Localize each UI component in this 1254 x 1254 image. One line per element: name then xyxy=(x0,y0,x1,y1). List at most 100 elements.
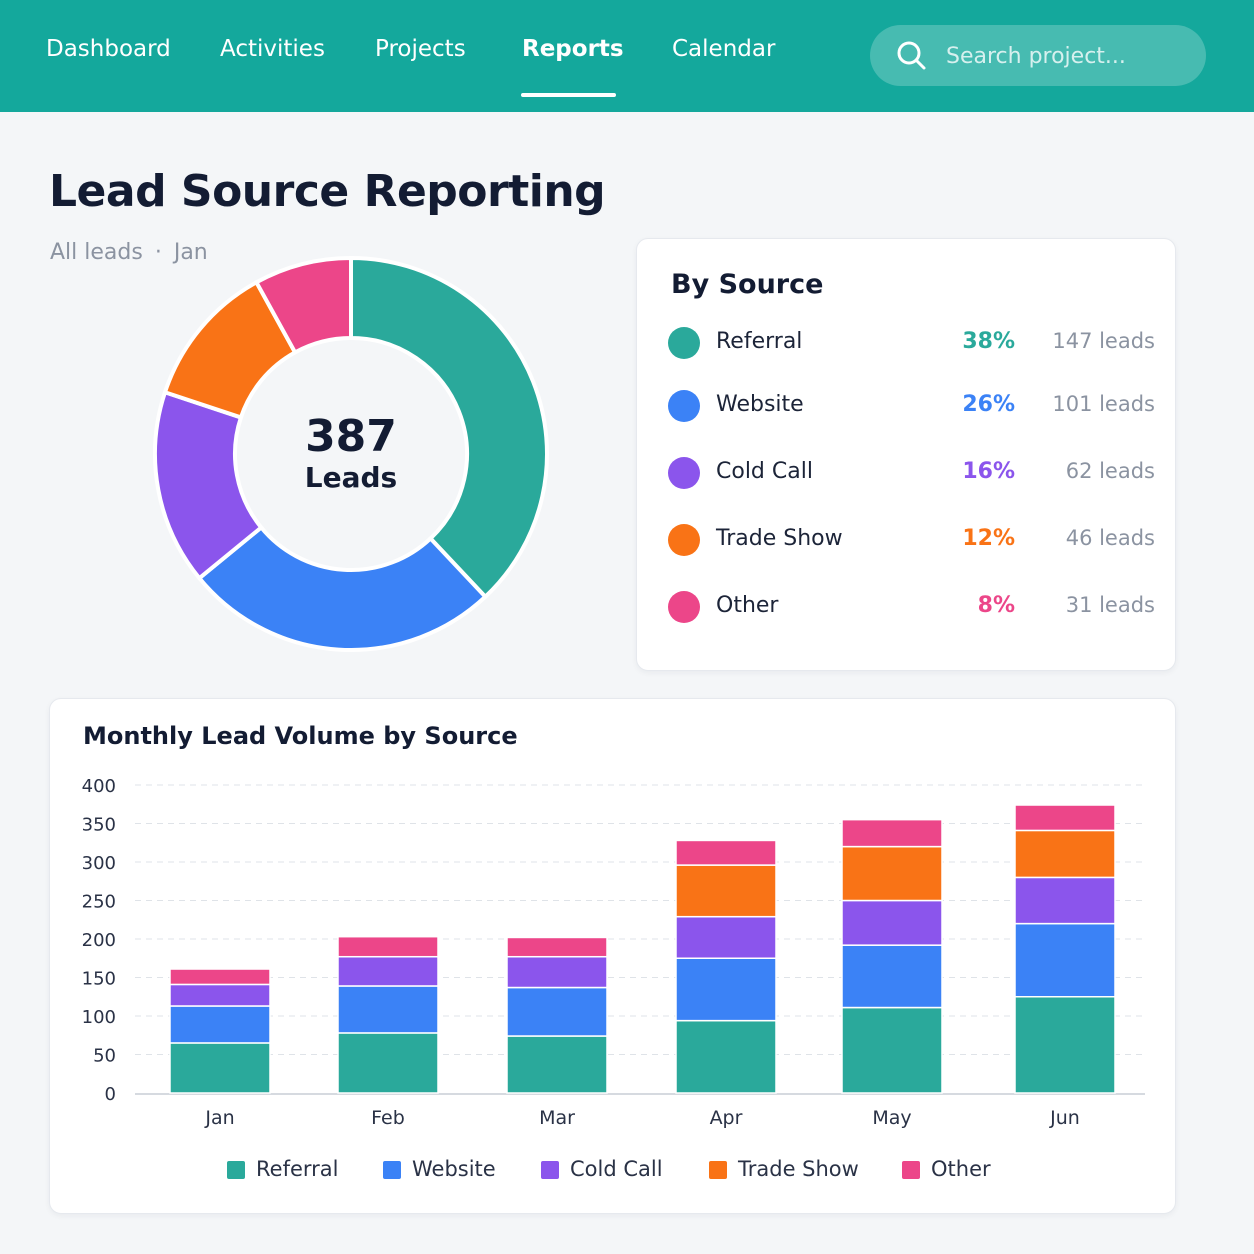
source-name: Other xyxy=(716,593,779,618)
legend-swatch xyxy=(709,1161,727,1179)
bar-segment-cold-call[interactable] xyxy=(1014,876,1116,925)
bar-segment-referral[interactable] xyxy=(841,1006,943,1094)
donut-slice-other[interactable] xyxy=(253,255,353,356)
legend-label: Cold Call xyxy=(570,1157,663,1181)
source-row[interactable]: Website 26% 101 leads xyxy=(637,386,1175,426)
source-name: Cold Call xyxy=(716,459,813,484)
filter-scope: All leads xyxy=(50,240,143,265)
nav-calendar[interactable]: Calendar xyxy=(672,36,776,62)
x-tick-label: Jun xyxy=(1049,1107,1080,1129)
top-nav-bar: Dashboard Activities Projects Reports Ca… xyxy=(0,0,1254,112)
bar-segment-other[interactable] xyxy=(675,839,777,866)
y-tick-label: 300 xyxy=(82,853,116,874)
bar-segment-website[interactable] xyxy=(1014,922,1116,998)
y-tick-label: 100 xyxy=(82,1007,116,1028)
x-tick-label: Apr xyxy=(710,1107,743,1129)
source-color-dot xyxy=(668,457,700,489)
source-count: 147 leads xyxy=(1052,329,1155,353)
bar-segment-referral[interactable] xyxy=(1014,996,1116,1094)
legend-label: Trade Show xyxy=(738,1157,859,1181)
nav-activities[interactable]: Activities xyxy=(220,36,325,62)
nav-dashboard[interactable]: Dashboard xyxy=(46,36,171,62)
bar-segment-other[interactable] xyxy=(1014,804,1116,832)
bar-segment-referral[interactable] xyxy=(337,1032,439,1094)
bar-segment-cold-call[interactable] xyxy=(675,915,777,959)
legend-label: Website xyxy=(412,1157,496,1181)
source-count: 31 leads xyxy=(1065,593,1155,617)
bar-segment-referral[interactable] xyxy=(675,1019,777,1094)
source-name: Referral xyxy=(716,329,803,354)
source-color-dot xyxy=(668,524,700,556)
donut-unit: Leads xyxy=(304,461,398,494)
bar-segment-referral[interactable] xyxy=(506,1035,608,1094)
legend-swatch xyxy=(541,1161,559,1179)
y-tick-label: 50 xyxy=(93,1046,116,1067)
source-color-dot xyxy=(668,327,700,359)
donut-slice-website[interactable] xyxy=(196,524,489,652)
source-percent: 38% xyxy=(962,329,1015,354)
nav-reports[interactable]: Reports xyxy=(522,36,624,62)
search-box[interactable] xyxy=(870,25,1206,86)
bar-segment-other[interactable] xyxy=(841,818,943,848)
bar-segment-cold-call[interactable] xyxy=(506,955,608,989)
source-percent: 12% xyxy=(962,526,1015,551)
source-name: Website xyxy=(716,392,804,417)
source-percent: 26% xyxy=(962,392,1015,417)
bar-segment-other[interactable] xyxy=(169,968,271,986)
y-tick-label: 350 xyxy=(82,815,116,836)
bar-segment-website[interactable] xyxy=(337,985,439,1034)
report-filter[interactable]: All leads · Jan xyxy=(50,240,208,265)
bar-segment-other[interactable] xyxy=(337,935,439,958)
donut-center: 387 Leads xyxy=(231,412,471,494)
filter-separator: · xyxy=(154,240,162,265)
bar-segment-other[interactable] xyxy=(506,936,608,958)
y-tick-label: 0 xyxy=(105,1084,116,1105)
source-name: Trade Show xyxy=(716,526,843,551)
by-source-card: By Source Referral 38% 147 leads Website 26%… xyxy=(636,238,1176,671)
chart-legend: Referral Website Cold Call Trade Show Other xyxy=(50,1155,1175,1185)
x-tick-label: May xyxy=(872,1107,911,1129)
legend-swatch xyxy=(902,1161,920,1179)
page-title: Lead Source Reporting xyxy=(49,166,606,217)
y-tick-label: 200 xyxy=(82,930,116,951)
bar-segment-trade-show[interactable] xyxy=(1014,829,1116,879)
legend-label: Referral xyxy=(256,1157,339,1181)
source-count: 101 leads xyxy=(1052,392,1155,416)
x-tick-label: Mar xyxy=(539,1107,575,1129)
source-percent: 8% xyxy=(977,593,1015,618)
bar-segment-website[interactable] xyxy=(169,1005,271,1044)
source-row[interactable]: Other 8% 31 leads xyxy=(637,587,1175,627)
bar-segment-trade-show[interactable] xyxy=(841,845,943,902)
x-tick-label: Jan xyxy=(204,1107,234,1129)
bar-segment-cold-call[interactable] xyxy=(841,899,943,946)
search-icon xyxy=(897,41,926,70)
search-input[interactable] xyxy=(944,37,1188,75)
filter-month: Jan xyxy=(173,240,208,265)
bar-segment-website[interactable] xyxy=(675,957,777,1022)
legend-swatch xyxy=(383,1161,401,1179)
source-row[interactable]: Trade Show 12% 46 leads xyxy=(637,520,1175,560)
donut-total: 387 xyxy=(305,411,397,462)
source-row[interactable]: Referral 38% 147 leads xyxy=(637,323,1175,363)
source-percent: 16% xyxy=(962,459,1015,484)
bar-segment-referral[interactable] xyxy=(169,1042,271,1094)
donut-slice-referral[interactable] xyxy=(349,255,549,600)
stacked-bar-chart: 0 50 100 150 200 250 300 350 400 Jan Feb Mar Apr May J… xyxy=(82,776,1145,1129)
chart-title: Monthly Lead Volume by Source xyxy=(83,722,518,750)
by-source-title: By Source xyxy=(671,269,824,300)
bar-segment-website[interactable] xyxy=(841,944,943,1009)
bar-segment-trade-show[interactable] xyxy=(675,864,777,918)
nav-projects[interactable]: Projects xyxy=(375,36,466,62)
y-tick-label: 400 xyxy=(82,776,116,797)
y-tick-label: 250 xyxy=(82,892,116,913)
monthly-chart-card: Monthly Lead Volume by Source 0 50 100 150 2… xyxy=(49,698,1176,1214)
legend-label: Other xyxy=(931,1157,991,1181)
bar-segment-cold-call[interactable] xyxy=(337,955,439,987)
bar-segment-cold-call[interactable] xyxy=(169,983,271,1007)
source-color-dot xyxy=(668,390,700,422)
donut-chart xyxy=(153,255,549,652)
source-count: 46 leads xyxy=(1065,526,1155,550)
source-row[interactable]: Cold Call 16% 62 leads xyxy=(637,453,1175,493)
y-tick-label: 150 xyxy=(82,969,116,990)
bar-segment-website[interactable] xyxy=(506,986,608,1037)
